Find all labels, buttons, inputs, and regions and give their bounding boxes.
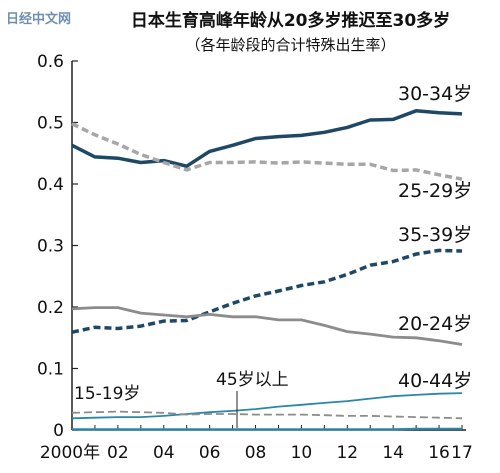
chart-title: 日本生育高峰年龄从20多岁推迟至30多岁 (130, 11, 451, 31)
chart-series (71, 109, 463, 431)
x-tick-label: 16 (428, 443, 450, 463)
y-tick-label: 0.2 (37, 298, 64, 318)
series-line-3 (71, 306, 463, 346)
y-tick-label: 0.3 (37, 237, 64, 257)
chart-subtitle: （各年龄段的合计特殊出生率） (185, 36, 396, 54)
y-tick-label: 0.1 (37, 360, 64, 380)
series-label-4: 40-44岁 (398, 370, 472, 392)
series-label-0: 30-34岁 (398, 83, 472, 105)
x-tick-label: 04 (153, 443, 175, 463)
series-label-5: 15-19岁 (74, 384, 140, 404)
series-line-4 (71, 392, 463, 420)
x-tick-label: 17 (451, 443, 473, 463)
x-tick-label: 12 (336, 443, 358, 463)
series-label-6: 45岁以上 (216, 370, 289, 390)
series-line-1 (71, 122, 463, 181)
x-tick-label: 08 (245, 443, 267, 463)
y-tick-label: 0 (53, 421, 64, 441)
x-tick-label: 2000年 (40, 443, 100, 463)
series-label-1: 25-29岁 (398, 180, 472, 202)
series-labels: 30-34岁 25-29岁 35-39岁 20-24岁 40-44岁 15-19岁 45岁以… (74, 83, 472, 428)
series-line-2 (71, 248, 463, 334)
y-tick-label: 0.5 (37, 114, 64, 134)
brand-logo: 日经中文网 (6, 12, 72, 27)
y-tick-label: 0.6 (37, 52, 64, 72)
series-line-6 (72, 427, 462, 431)
chart-axes: 0 0.1 0.2 0.3 0.4 0.5 0.6 2000年 02 04 06 08 10 12 14 16… (37, 52, 473, 463)
series-label-2: 35-39岁 (398, 224, 472, 246)
series-label-3: 20-24岁 (398, 313, 472, 335)
x-tick-label: 06 (199, 443, 221, 463)
y-tick-label: 0.4 (37, 175, 64, 195)
series-line-0 (71, 109, 463, 168)
x-tick-label: 14 (382, 443, 404, 463)
x-tick-label: 02 (107, 443, 129, 463)
series-line-5 (71, 410, 463, 420)
x-tick-label: 10 (291, 443, 313, 463)
